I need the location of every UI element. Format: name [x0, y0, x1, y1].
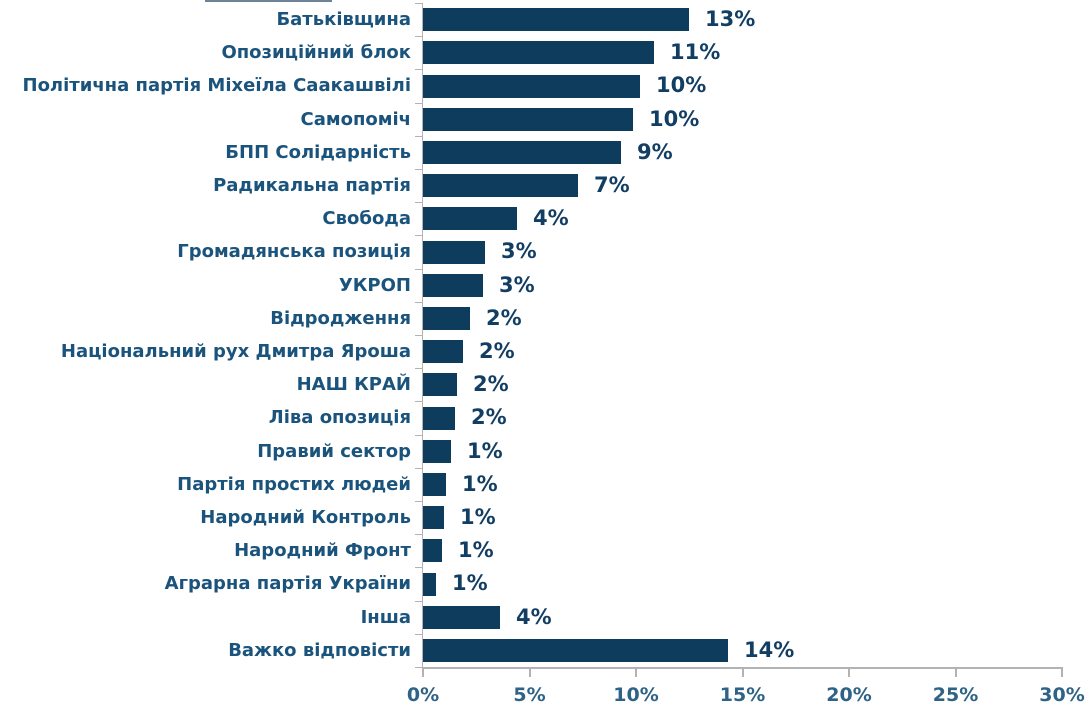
y-axis-tick [415, 301, 423, 303]
bar [423, 539, 442, 563]
y-axis-tick [415, 501, 423, 502]
value-label: 1% [458, 538, 494, 563]
bar [423, 472, 446, 496]
bar [423, 74, 640, 98]
y-axis-tick [415, 202, 423, 204]
category-label: Громадянська позиція [177, 241, 411, 263]
y-axis-tick [415, 567, 423, 569]
y-axis-tick [415, 600, 423, 602]
value-label: 2% [479, 339, 515, 363]
x-axis-tick-label: 10% [613, 684, 659, 706]
bar [423, 306, 470, 330]
value-label: 9% [637, 139, 673, 164]
y-axis-tick [415, 368, 423, 370]
value-label: 13% [705, 7, 756, 31]
category-label: Політична партія Міхеїла Саакашвілі [22, 75, 412, 97]
category-label: Народний Контроль [200, 507, 411, 528]
category-label: Національний рух Дмитра Яроша [60, 341, 411, 362]
x-axis-tick [954, 669, 957, 677]
category-label: Народний Фронт [234, 540, 411, 562]
value-label: 4% [516, 604, 552, 629]
x-axis-tick [1061, 669, 1063, 677]
cropped-top-artifact [205, 0, 332, 2]
value-label: 3% [501, 239, 537, 264]
y-axis-tick [415, 135, 423, 137]
x-axis-tick [422, 669, 424, 677]
bar [423, 41, 654, 65]
y-axis-tick [415, 667, 423, 668]
y-axis-tick [415, 467, 423, 469]
category-label: БПП Солідарність [225, 141, 411, 163]
value-label: 11% [670, 40, 721, 65]
bar [423, 140, 621, 164]
bar [423, 340, 463, 364]
bar [423, 638, 728, 662]
category-label: Аграрна партія України [164, 573, 411, 595]
category-label: УКРОП [338, 274, 411, 296]
category-label: Ліва опозиція [268, 407, 411, 429]
category-label: Інша [360, 606, 411, 628]
bar [423, 406, 455, 430]
value-label: 1% [462, 471, 498, 496]
y-axis-tick [415, 69, 423, 71]
bar [423, 207, 517, 231]
value-label: 10% [649, 106, 700, 131]
value-label: 1% [467, 438, 503, 463]
bar [423, 572, 436, 596]
category-label: Свобода [322, 208, 411, 230]
value-label: 1% [452, 571, 488, 596]
y-axis-tick [415, 36, 423, 38]
x-axis-tick-label: 20% [826, 684, 872, 706]
value-label: 2% [486, 305, 522, 330]
x-axis-tick-label: 25% [932, 684, 979, 706]
y-axis-tick [415, 335, 423, 336]
category-label: НАШ КРАЙ [296, 374, 411, 396]
bar [423, 373, 457, 397]
category-label: Опозиційний блок [221, 42, 411, 64]
bar [423, 439, 451, 463]
y-axis-tick [415, 169, 423, 170]
bar [423, 8, 689, 32]
bar [423, 273, 483, 297]
y-axis-tick [415, 3, 423, 4]
y-axis-tick [415, 268, 423, 270]
y-axis-tick [415, 401, 423, 403]
value-label: 3% [499, 272, 535, 297]
x-axis-tick-label: 5% [513, 684, 546, 706]
x-axis-tick [635, 669, 637, 677]
y-axis-tick [415, 633, 423, 635]
y-axis-tick [415, 102, 423, 104]
value-label: 14% [744, 637, 795, 662]
y-axis-tick [415, 235, 423, 237]
x-axis-tick-label: 0% [406, 684, 440, 706]
x-axis-line [422, 667, 1063, 669]
value-label: 1% [460, 505, 496, 529]
y-axis-tick [415, 534, 423, 536]
value-label: 4% [533, 206, 569, 231]
bar [423, 174, 578, 198]
value-label: 2% [471, 405, 507, 430]
category-label: Правий сектор [257, 440, 411, 462]
bar [423, 605, 500, 629]
value-label: 2% [473, 372, 509, 397]
category-label: Батьківщина [276, 9, 411, 30]
category-label: Самопоміч [300, 108, 411, 130]
bar [423, 107, 633, 131]
category-label: Відродження [270, 307, 411, 329]
x-axis-tick-label: 15% [719, 684, 766, 706]
value-label: 7% [594, 173, 630, 197]
value-label: 10% [656, 73, 707, 98]
bar [423, 240, 485, 264]
category-label: Партія простих людей [177, 473, 411, 495]
x-axis-tick [528, 669, 531, 677]
x-axis-tick [848, 669, 850, 677]
x-axis-tick-label: 30% [1039, 684, 1085, 706]
category-label: Радикальна партія [213, 175, 411, 196]
y-axis-tick [415, 434, 423, 436]
x-axis-tick [741, 669, 744, 677]
bar [423, 506, 444, 530]
category-label: Важко відповісти [228, 639, 411, 661]
